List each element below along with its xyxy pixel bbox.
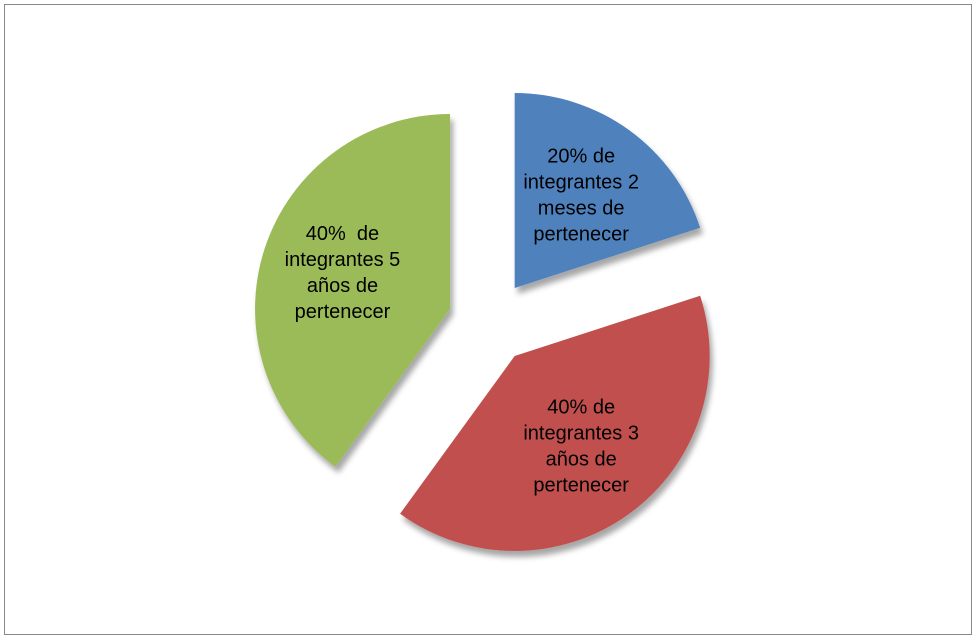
- data-label-line: años de: [546, 449, 617, 471]
- data-label-line: pertenecer: [533, 224, 629, 246]
- data-label: 20% de integrantes 2 meses de pertenecer: [523, 146, 639, 246]
- data-label-line: años de: [307, 275, 378, 297]
- data-label-line: integrantes 2: [523, 172, 639, 194]
- data-label-line: 20% de: [547, 146, 615, 168]
- data-label-line: 40% de: [306, 223, 379, 245]
- data-label: 40% de integrantes 5 años de pertenecer: [285, 223, 401, 323]
- data-label-line: integrantes 5: [285, 249, 401, 271]
- pie-slice: [514, 93, 701, 289]
- data-label-line: 40% de: [547, 397, 615, 419]
- data-label-line: pertenecer: [533, 475, 629, 497]
- pie-slice: [255, 114, 451, 467]
- pie-slice: [400, 295, 710, 551]
- data-label-line: meses de: [538, 198, 625, 220]
- data-label: 40% de integrantes 3 años de pertenecer: [523, 397, 639, 497]
- data-label-line: pertenecer: [295, 301, 391, 323]
- data-label-line: integrantes 3: [523, 423, 639, 445]
- pie: 20% de integrantes 2 meses de pertenecer40%…: [255, 93, 710, 551]
